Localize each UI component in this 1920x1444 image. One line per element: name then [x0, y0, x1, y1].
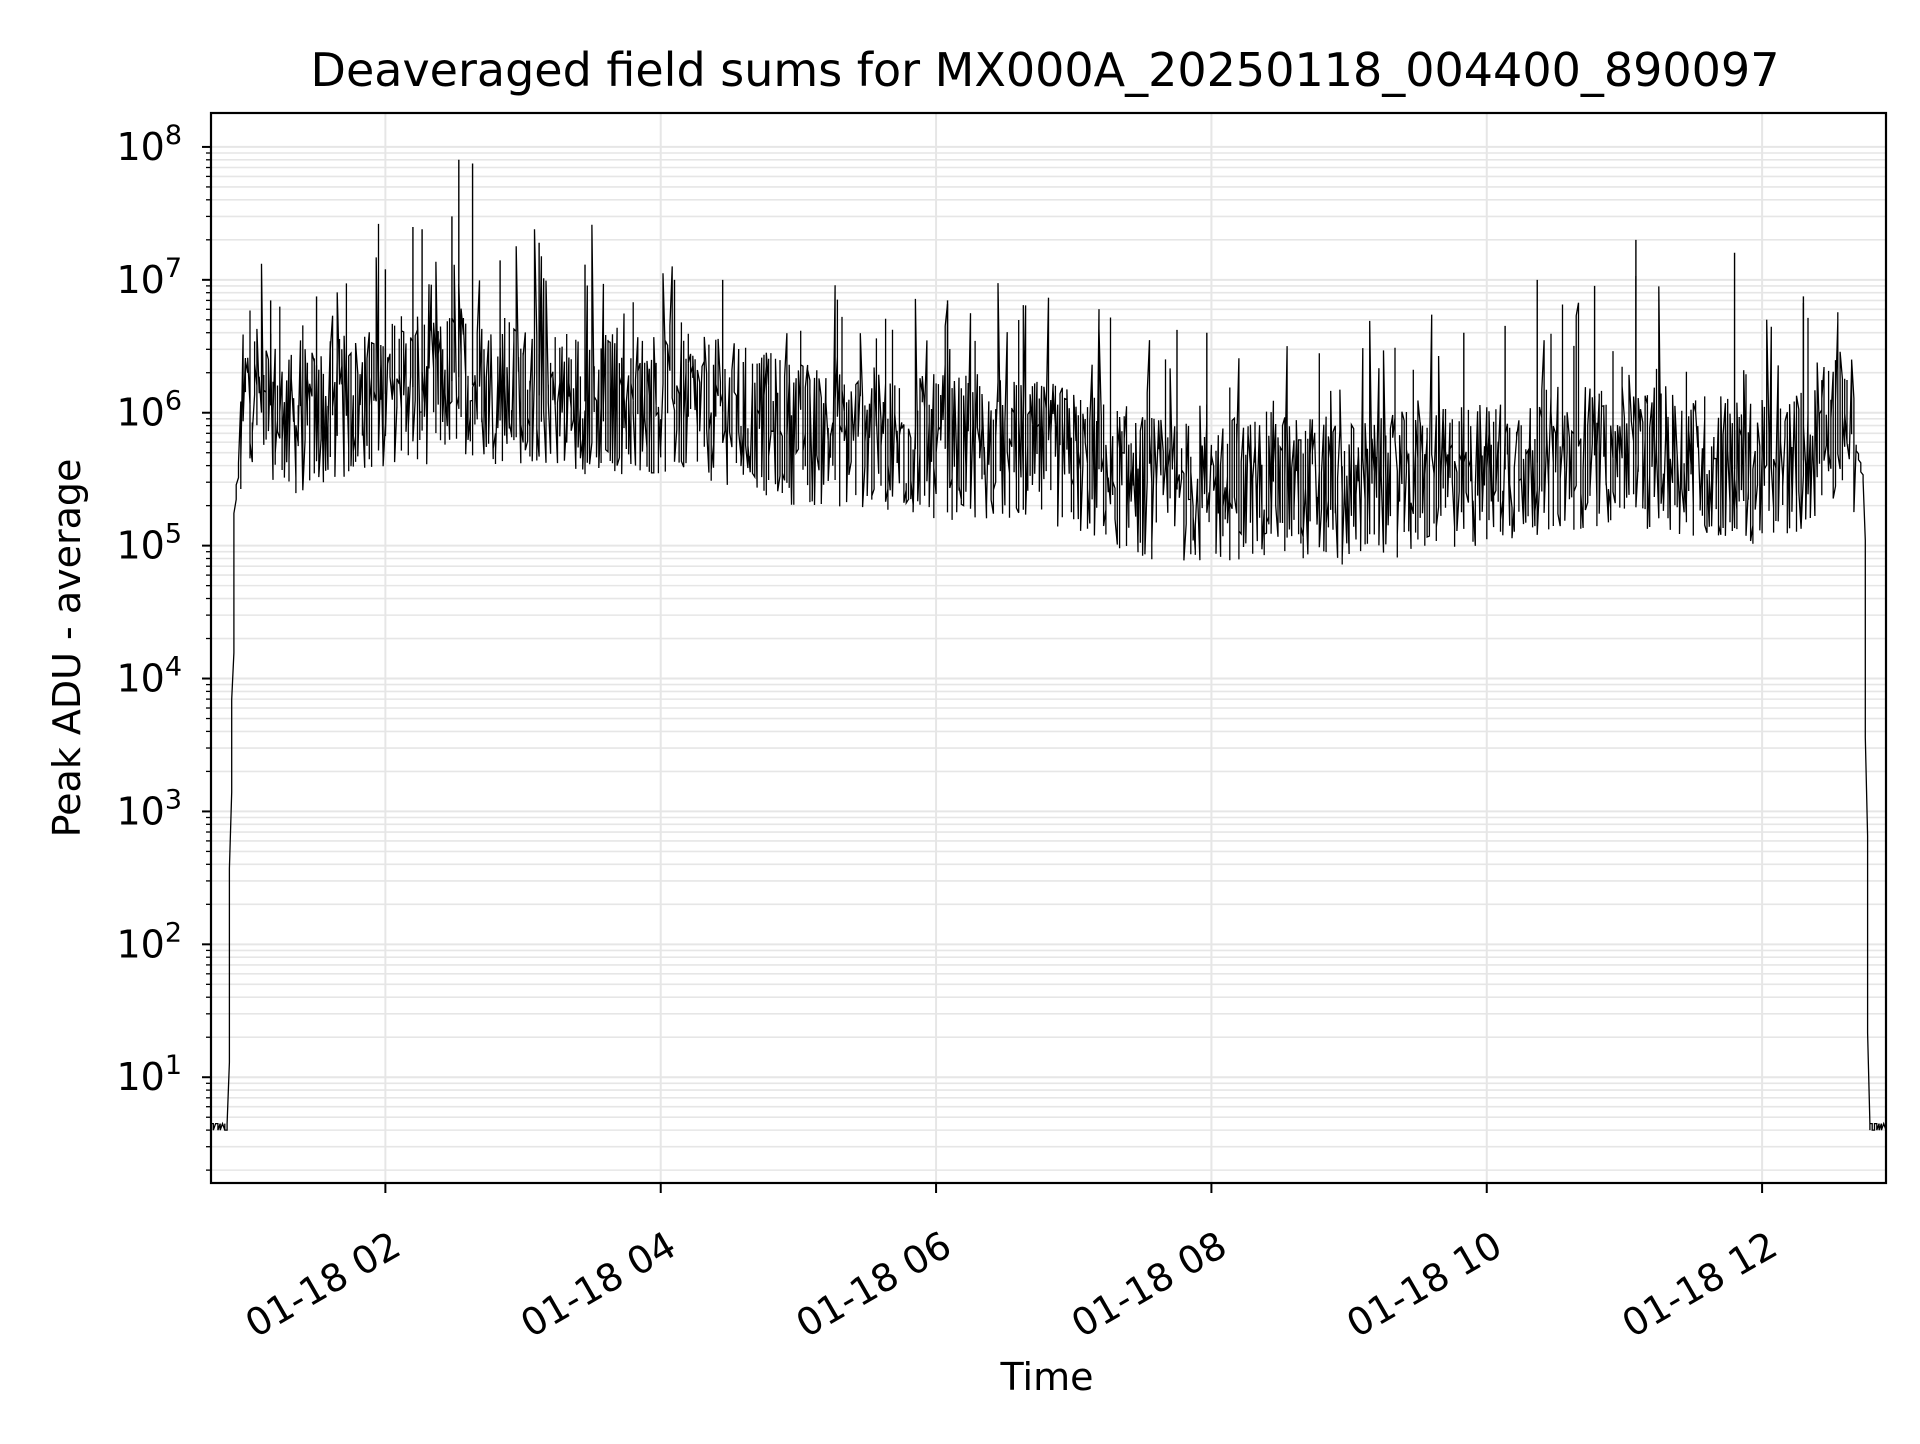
chart-title: Deaveraged field sums for MX000A_2025011… [311, 43, 1780, 97]
y-axis-label: Peak ADU - average [45, 459, 89, 838]
y-tick-label: 103 [116, 784, 182, 833]
x-axis-label: Time [1000, 1355, 1094, 1399]
data-line [210, 223, 1887, 1131]
x-tick-label: 01-18 06 [789, 1223, 959, 1347]
axes: 101 102 103 104 105 106 107 108 01-18 02 01-18 04… [116, 120, 1784, 1346]
x-tick-label: 01-18 10 [1339, 1223, 1509, 1347]
y-tick-label: 108 [116, 120, 182, 169]
y-tick-label: 107 [116, 253, 182, 302]
x-tick-label: 01-18 02 [238, 1223, 408, 1347]
y-tick-label: 104 [116, 652, 182, 701]
y-tick-label: 101 [116, 1050, 182, 1099]
grid-lines [211, 113, 1886, 1183]
x-tick-label: 01-18 04 [513, 1223, 683, 1347]
plot-area [210, 159, 1887, 1131]
y-tick-label: 102 [116, 917, 182, 966]
x-tick-label: 01-18 08 [1064, 1223, 1234, 1347]
y-tick-label: 106 [116, 386, 182, 435]
y-tick-label: 105 [116, 519, 182, 568]
plot-frame [209, 111, 1888, 1185]
x-tick-label: 01-18 12 [1615, 1223, 1785, 1347]
